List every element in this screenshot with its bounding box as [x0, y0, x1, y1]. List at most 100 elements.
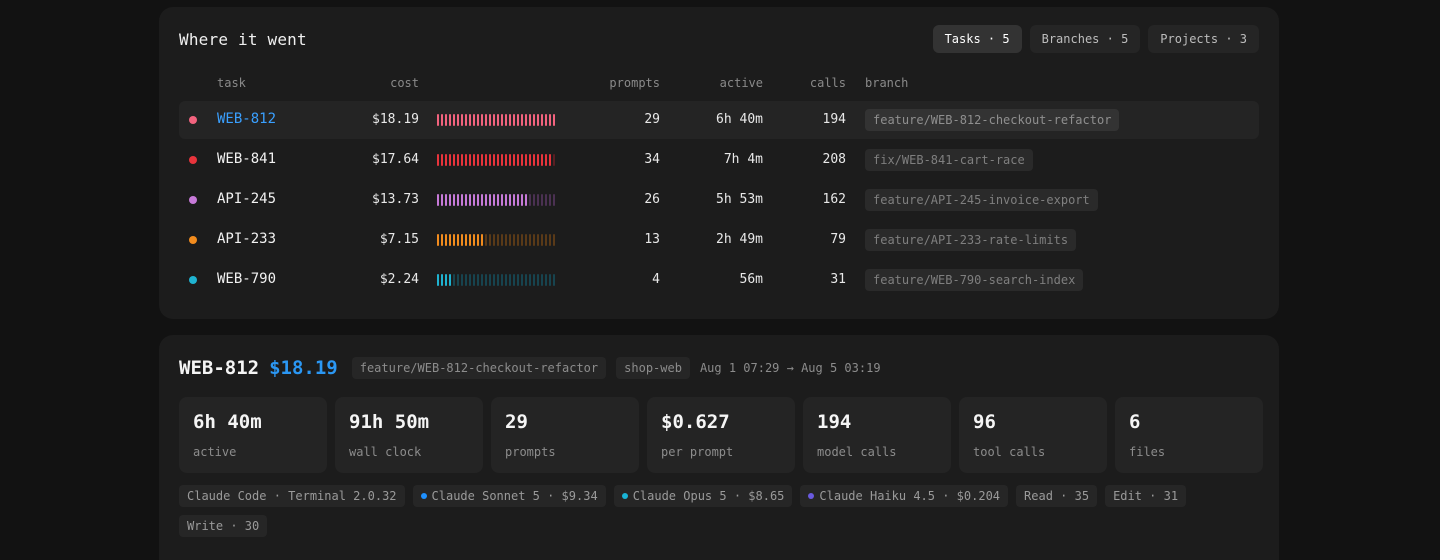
chip-label: Read · 35 [1024, 489, 1090, 503]
task-color-dot [189, 276, 197, 284]
stat-card-active: 6h 40m active [179, 397, 327, 473]
bar-segment [477, 234, 479, 246]
bar-segment [541, 194, 543, 206]
bar-segment [525, 154, 527, 166]
task-cost: $17.64 [372, 152, 419, 167]
bar-segment [457, 114, 459, 126]
chip-label: Write · 30 [187, 519, 260, 533]
chip-model-sonnet: Claude Sonnet 5 · $9.34 [412, 485, 606, 507]
table-row[interactable]: WEB-790 $2.24 4 56m 31 feature/WEB-790-s… [179, 261, 1259, 299]
bar-segment [457, 154, 459, 166]
stat-label: wall clock [349, 445, 422, 459]
chip-label: Edit · 31 [1113, 489, 1179, 503]
bar-segment [541, 274, 543, 286]
task-calls: 162 [822, 192, 846, 207]
bar-segment [473, 194, 475, 206]
bar-segment [537, 274, 539, 286]
cost-share-bar [437, 234, 555, 246]
header-calls: calls [809, 76, 846, 90]
bar-segment [497, 234, 499, 246]
cost-share-bar [437, 154, 555, 166]
stat-value: $0.627 [661, 411, 730, 433]
tab-tasks[interactable]: Tasks · 5 [932, 25, 1022, 53]
bar-segment [437, 194, 439, 206]
bar-segment [529, 194, 531, 206]
task-active: 7h 4m [723, 152, 763, 167]
bar-segment [537, 234, 539, 246]
bar-segment [549, 154, 551, 166]
task-detail-card: WEB-812 $18.19 feature/WEB-812-checkout-… [159, 335, 1279, 560]
bar-segment [505, 194, 507, 206]
bar-segment [521, 194, 523, 206]
bar-segment [497, 194, 499, 206]
bar-segment [441, 114, 443, 126]
task-cost: $2.24 [379, 272, 419, 287]
bar-segment [441, 194, 443, 206]
task-prompts: 13 [644, 232, 660, 247]
bar-segment [485, 114, 487, 126]
usage-chips: Claude Code · Terminal 2.0.32 Claude Son… [179, 485, 1209, 537]
bar-segment [477, 274, 479, 286]
task-color-dot [189, 196, 197, 204]
bar-segment [545, 114, 547, 126]
task-name: API-245 [217, 191, 277, 207]
header-branch: branch [865, 76, 909, 90]
bar-segment [449, 274, 451, 286]
bar-segment [461, 114, 463, 126]
task-branch: feature/API-245-invoice-export [865, 189, 1098, 211]
bar-segment [493, 154, 495, 166]
bar-segment [445, 114, 447, 126]
bar-segment [465, 194, 467, 206]
stat-card-files: 6 files [1115, 397, 1263, 473]
bar-segment [533, 234, 535, 246]
bar-segment [493, 274, 495, 286]
stat-label: tool calls [973, 445, 1046, 459]
bar-segment [529, 114, 531, 126]
detail-project-pill: shop-web [616, 357, 690, 379]
bar-segment [453, 114, 455, 126]
bar-segment [533, 114, 535, 126]
task-name: WEB-841 [217, 151, 277, 167]
table-header: task cost prompts active calls branch [179, 73, 1259, 93]
table-row[interactable]: API-245 $13.73 26 5h 53m 162 feature/API… [179, 181, 1259, 219]
bar-segment [481, 194, 483, 206]
bar-segment [469, 274, 471, 286]
bar-segment [525, 194, 527, 206]
bar-segment [501, 114, 503, 126]
table-row[interactable]: API-233 $7.15 13 2h 49m 79 feature/API-2… [179, 221, 1259, 259]
bar-segment [485, 234, 487, 246]
chip-model-haiku: Claude Haiku 4.5 · $0.204 [800, 485, 1009, 507]
bar-segment [465, 114, 467, 126]
bar-segment [509, 114, 511, 126]
bar-segment [469, 234, 471, 246]
table-row[interactable]: WEB-841 $17.64 34 7h 4m 208 fix/WEB-841-… [179, 141, 1259, 179]
table-row[interactable]: WEB-812 $18.19 29 6h 40m 194 feature/WEB… [179, 101, 1259, 139]
detail-task-cost: $18.19 [269, 357, 338, 379]
bar-segment [517, 114, 519, 126]
bar-segment [469, 194, 471, 206]
bar-segment [513, 194, 515, 206]
stat-value: 96 [973, 411, 996, 433]
bar-segment [465, 234, 467, 246]
detail-branch-pill: feature/WEB-812-checkout-refactor [351, 357, 607, 379]
bar-segment [517, 274, 519, 286]
stat-card-wall-clock: 91h 50m wall clock [335, 397, 483, 473]
tab-branches[interactable]: Branches · 5 [1029, 25, 1141, 53]
header-cost: cost [390, 76, 419, 90]
chip-label: Claude Sonnet 5 · $9.34 [431, 489, 598, 503]
tab-projects[interactable]: Projects · 3 [1148, 25, 1259, 53]
bar-segment [453, 274, 455, 286]
chip-client: Claude Code · Terminal 2.0.32 [179, 485, 405, 507]
bar-segment [553, 114, 555, 126]
stat-label: per prompt [661, 445, 734, 459]
task-table: WEB-812 $18.19 29 6h 40m 194 feature/WEB… [179, 101, 1259, 301]
stat-label: prompts [505, 445, 556, 459]
task-calls: 194 [822, 112, 846, 127]
chip-label: Claude Haiku 4.5 · $0.204 [819, 489, 1001, 503]
bar-segment [529, 274, 531, 286]
bar-segment [493, 114, 495, 126]
bar-segment [549, 114, 551, 126]
task-color-dot [189, 236, 197, 244]
stat-value: 194 [817, 411, 852, 433]
bar-segment [549, 194, 551, 206]
